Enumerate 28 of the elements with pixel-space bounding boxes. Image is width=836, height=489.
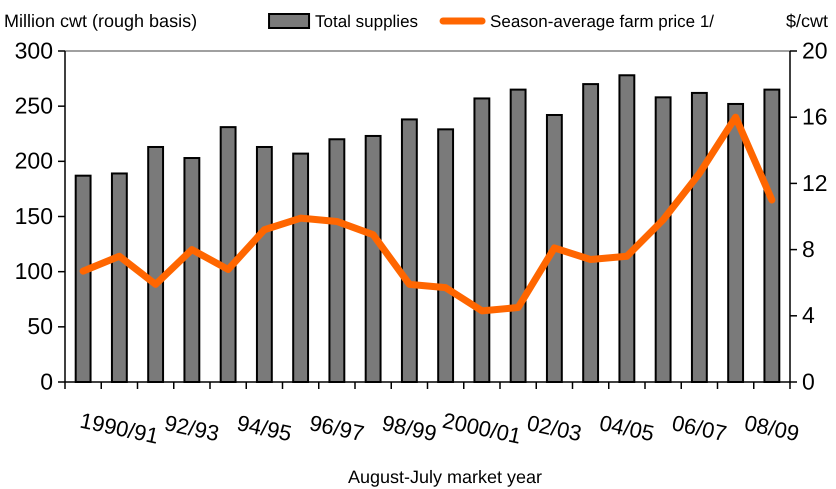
x-tick-label: 1990/91 <box>78 408 161 449</box>
y2-tick-label: 0 <box>802 368 815 394</box>
y2-axis-title: $/cwt <box>786 11 828 31</box>
y2-tick-label: 16 <box>802 104 828 130</box>
y2-tick-label: 12 <box>802 170 828 196</box>
x-tick-label: 04/05 <box>597 410 656 446</box>
legend-label: Total supplies <box>315 12 418 31</box>
x-tick-label: 92/93 <box>162 410 222 446</box>
y2-tick-label: 4 <box>802 302 815 328</box>
y-tick-label: 50 <box>27 313 53 340</box>
y-tick-label: 250 <box>14 92 53 119</box>
y-tick-label: 150 <box>14 202 53 229</box>
x-axis-title: August-July market year <box>348 467 542 487</box>
y2-tick-label: 20 <box>802 37 828 64</box>
y-tick-label: 100 <box>14 258 53 284</box>
x-tick-label: 02/03 <box>524 410 584 446</box>
x-tick-label: 98/99 <box>380 410 439 446</box>
x-tick-label: 96/97 <box>307 410 366 446</box>
y-tick-label: 200 <box>14 148 53 174</box>
y-tick-label: 0 <box>40 368 53 394</box>
x-tick-label: 94/95 <box>234 410 294 446</box>
y2-tick-label: 8 <box>802 236 815 262</box>
y-tick-label: 300 <box>14 37 53 64</box>
legend-label: Season-average farm price 1/ <box>490 12 714 31</box>
y-axis-title: Million cwt (rough basis) <box>4 11 198 31</box>
x-tick-label: 08/09 <box>742 410 802 446</box>
x-tick-label: 2000/01 <box>440 408 524 449</box>
x-tick-label: 06/07 <box>670 410 729 446</box>
